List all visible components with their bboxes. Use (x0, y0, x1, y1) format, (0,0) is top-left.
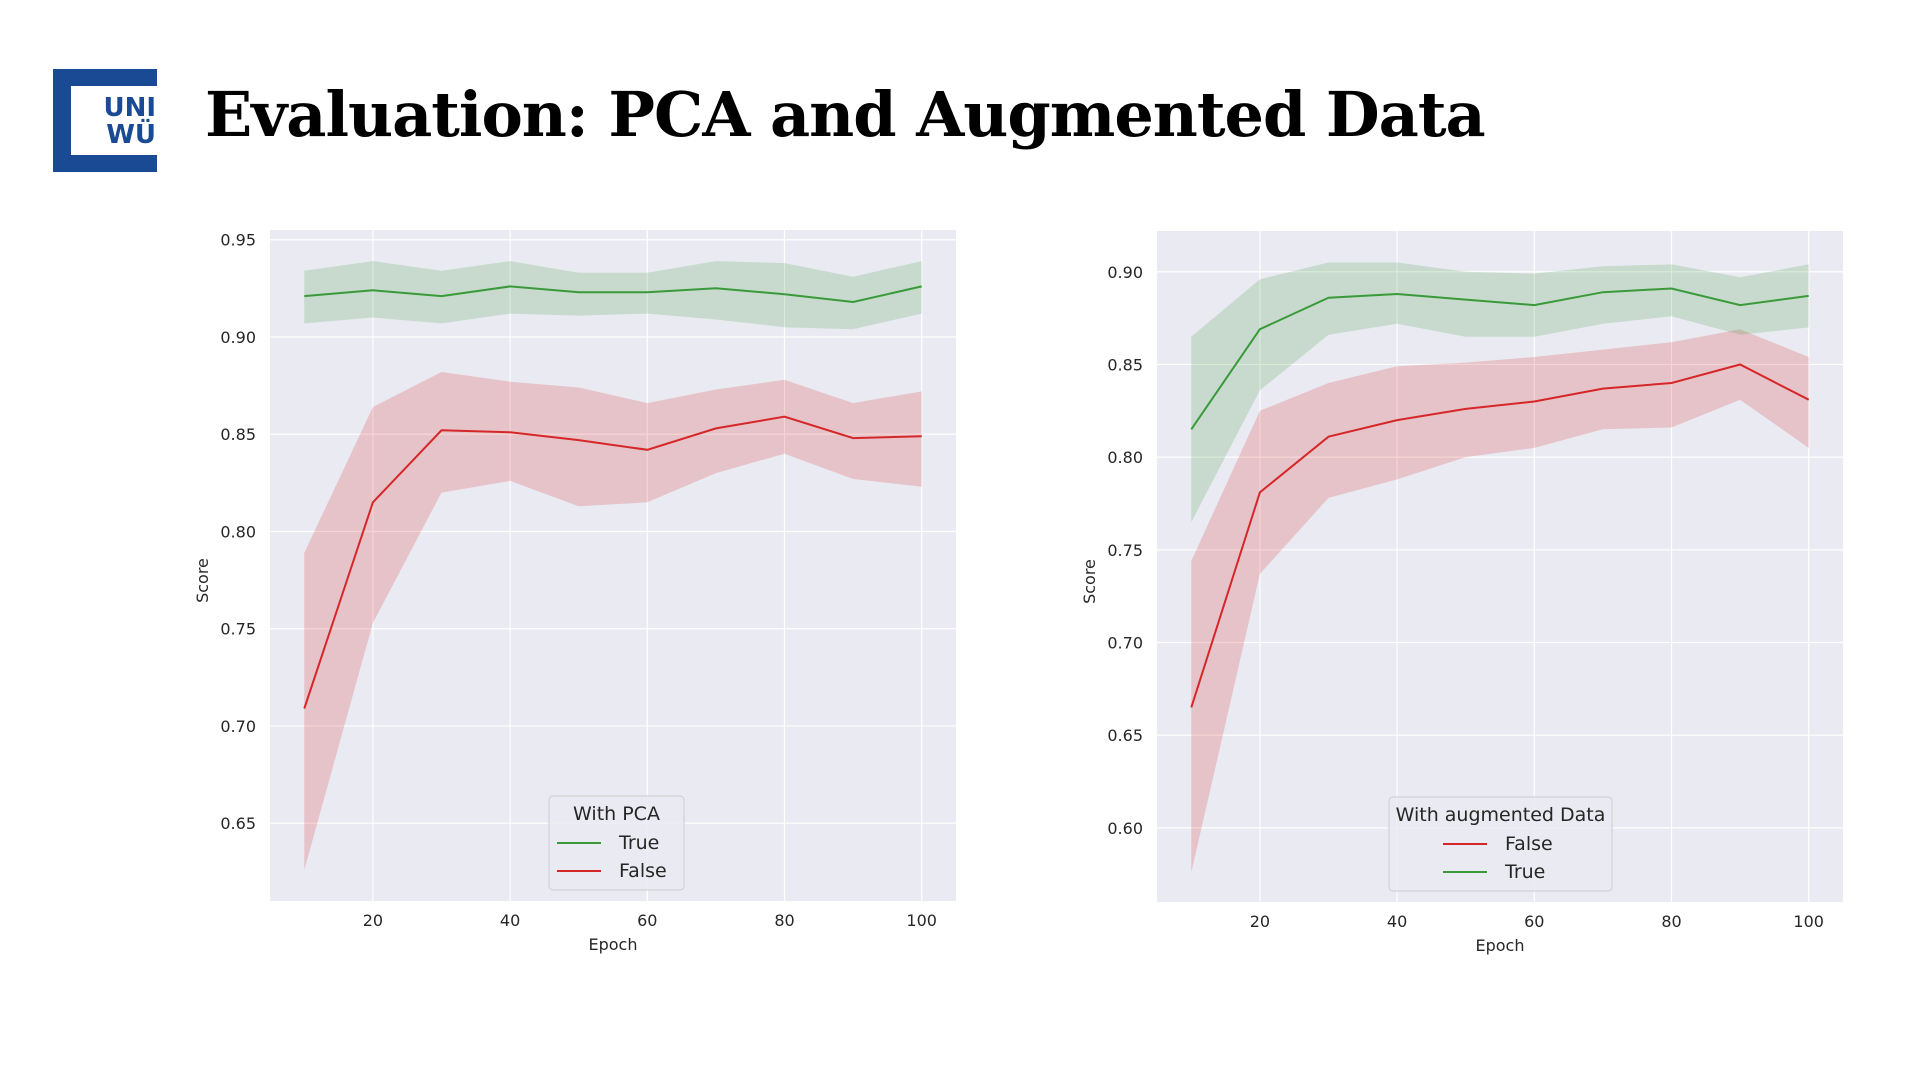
confidence-band-false (304, 372, 922, 870)
logo-text-line1: UNI (103, 93, 156, 123)
legend-label-false: False (1505, 833, 1553, 855)
x-tick-label: 40 (1387, 912, 1407, 931)
legend-label-true: True (618, 832, 659, 854)
y-tick-label: 0.85 (220, 425, 256, 444)
x-tick-label: 100 (906, 911, 937, 930)
legend-box (548, 795, 685, 891)
y-tick-label: 0.60 (1107, 819, 1143, 838)
page-title: Evaluation: PCA and Augmented Data (205, 78, 1486, 151)
y-axis-label: Score (1080, 559, 1099, 604)
y-tick-label: 0.75 (1107, 541, 1143, 560)
y-tick-label: 0.70 (1107, 633, 1143, 652)
legend-title: With PCA (573, 803, 660, 825)
x-axis-label: Epoch (589, 935, 638, 954)
y-tick-label: 0.90 (1107, 263, 1143, 282)
x-tick-label: 80 (774, 911, 794, 930)
logo-inner: UNI WÜ (71, 86, 157, 155)
legend: With augmented Data False True (1388, 796, 1613, 892)
x-tick-label: 20 (1250, 912, 1270, 931)
legend-title: With augmented Data (1396, 804, 1606, 826)
confidence-band-true (304, 261, 922, 330)
y-tick-label: 0.90 (220, 328, 256, 347)
y-tick-label: 0.70 (220, 717, 256, 736)
y-tick-label: 0.65 (220, 814, 256, 833)
x-tick-label: 20 (363, 911, 383, 930)
series-line-false (303, 415, 922, 709)
series-line-false (1190, 363, 1810, 708)
y-tick-label: 0.95 (220, 231, 256, 250)
x-tick-label: 60 (1524, 912, 1544, 931)
series-line-true (1190, 287, 1809, 430)
x-tick-label: 80 (1661, 912, 1681, 931)
x-tick-label: 100 (1793, 912, 1824, 931)
y-tick-label: 0.85 (1107, 355, 1143, 374)
confidence-band-false (1191, 329, 1809, 873)
confidence-band-true (1191, 262, 1809, 522)
series-line-true (304, 285, 922, 304)
university-logo: UNI WÜ (53, 69, 157, 172)
legend-label-true: True (1504, 861, 1545, 883)
legend: With PCA True False (548, 795, 685, 891)
y-tick-label: 0.65 (1107, 726, 1143, 745)
y-tick-label: 0.80 (1107, 448, 1143, 467)
y-tick-label: 0.80 (220, 522, 256, 541)
x-axis-label: Epoch (1476, 936, 1525, 955)
x-tick-label: 40 (500, 911, 520, 930)
logo-text-line2: WÜ (106, 120, 156, 150)
x-tick-label: 60 (637, 911, 657, 930)
plot-area (270, 230, 956, 901)
plot-area (1157, 231, 1843, 902)
legend-label-false: False (619, 860, 667, 882)
y-tick-label: 0.75 (220, 620, 256, 639)
legend-box (1388, 796, 1613, 892)
y-axis-label: Score (193, 558, 212, 603)
